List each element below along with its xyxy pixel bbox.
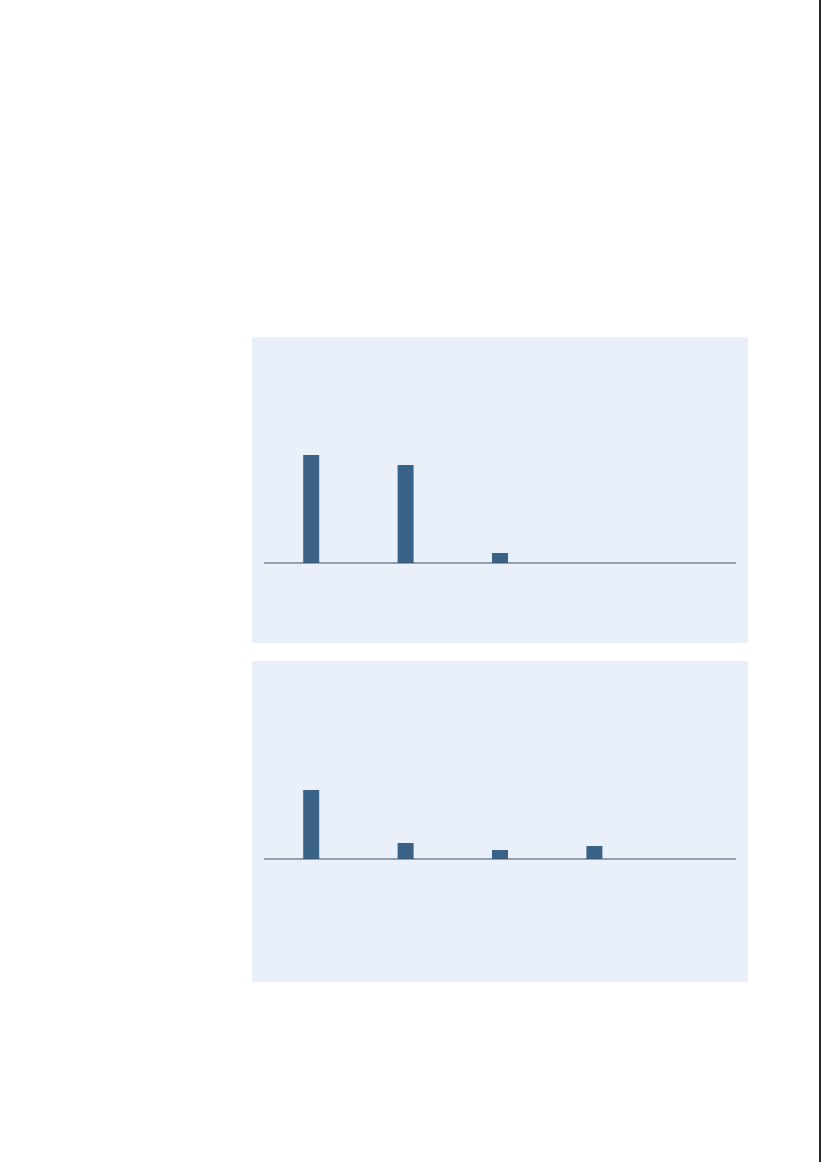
chart-panel <box>252 661 748 982</box>
bar <box>397 843 414 859</box>
chart <box>264 455 736 564</box>
bar <box>397 465 414 563</box>
chart-panel <box>252 337 748 643</box>
bar <box>303 790 320 859</box>
chart <box>264 790 736 860</box>
bar <box>492 553 508 563</box>
bar <box>303 455 320 563</box>
page-edge <box>819 0 821 1162</box>
bar <box>586 846 603 859</box>
bar <box>492 850 508 859</box>
